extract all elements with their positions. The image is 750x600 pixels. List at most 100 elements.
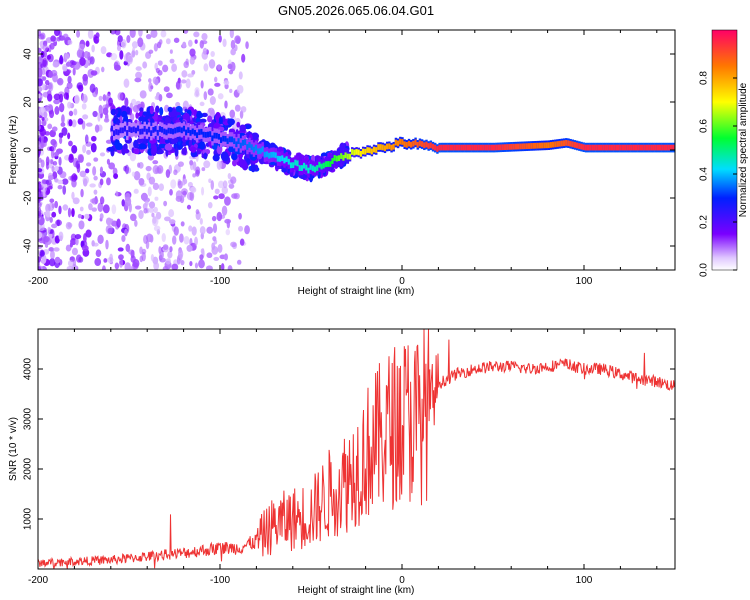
noise-blob [54, 256, 61, 264]
ridge-segment [558, 140, 561, 147]
noise-blob [192, 161, 197, 171]
ridge-segment [654, 144, 658, 151]
noise-blob [124, 262, 131, 270]
noise-blob [168, 209, 175, 218]
spectral-blob [183, 146, 187, 156]
ridge-segment [407, 140, 411, 147]
noise-blob [199, 101, 205, 107]
noise-blob [49, 129, 56, 138]
noise-blob [145, 165, 152, 172]
ridge-segment [619, 144, 623, 151]
ridge-segment [567, 140, 570, 147]
spectral-blob [195, 117, 201, 123]
noise-blob [211, 242, 216, 250]
noise-blob [38, 244, 43, 249]
noise-blob [177, 249, 184, 259]
ridge-segment [462, 144, 465, 151]
noise-blob [171, 263, 179, 270]
ridge-segment [637, 144, 640, 151]
noise-blob [213, 256, 220, 262]
spectral-blob [110, 108, 117, 116]
noise-blob [101, 66, 105, 73]
noise-blob [230, 176, 237, 184]
noise-blob [48, 175, 54, 181]
ridge-segment [661, 144, 664, 151]
ridge-segment [361, 148, 365, 155]
noise-blob [42, 187, 46, 198]
noise-blob [180, 260, 185, 266]
ridge-segment [213, 132, 216, 139]
spectral-blob [238, 159, 247, 168]
noise-blob [76, 49, 83, 58]
noise-blob [92, 110, 98, 118]
noise-blob [68, 119, 73, 127]
ridge-segment [171, 128, 175, 135]
ridge-segment [248, 142, 251, 148]
noise-blob [181, 188, 188, 196]
ridge-segment [449, 144, 452, 151]
noise-blob [233, 192, 240, 200]
ridge-segment [444, 144, 448, 151]
noise-blob [67, 207, 72, 218]
ridge-segment [296, 160, 299, 167]
noise-blob [217, 243, 223, 253]
noise-blob [56, 219, 60, 227]
noise-blob [57, 179, 63, 185]
ridge-segment [401, 139, 404, 145]
spectrogram-ytick-label: 0 [23, 147, 34, 153]
ridge-segment [193, 129, 197, 136]
ridge-segment [228, 136, 232, 143]
noise-blob [107, 227, 114, 234]
ridge-segment [353, 149, 356, 156]
ridge-segment [206, 131, 210, 138]
snr-ytick-label: 1000 [23, 507, 34, 530]
noise-blob [187, 73, 194, 78]
noise-blob [132, 258, 140, 268]
noise-blob [42, 44, 49, 52]
noise-blob [148, 78, 152, 83]
noise-blob [138, 178, 145, 186]
noise-blob [238, 225, 244, 232]
noise-blob [81, 245, 89, 252]
noise-blob [79, 170, 87, 178]
ridge-segment [126, 130, 129, 136]
ridge-segment [591, 144, 594, 151]
spectral-blob [251, 132, 260, 140]
ridge-segment [560, 140, 564, 147]
noise-blob [50, 250, 55, 260]
ridge-segment [167, 127, 170, 134]
spectral-blob [138, 116, 146, 122]
noise-blob [79, 206, 84, 212]
ridge-segment [176, 126, 179, 133]
noise-blob [186, 244, 193, 252]
ridge-segment [318, 161, 321, 168]
noise-blob [59, 171, 67, 179]
noise-blob [66, 82, 73, 90]
noise-blob [195, 166, 201, 175]
noise-blob [45, 210, 51, 218]
ridge-segment [180, 127, 184, 134]
ridge-segment [493, 144, 496, 151]
noise-blob [200, 248, 205, 254]
ridge-segment [634, 144, 638, 151]
ridge-segment [525, 143, 529, 150]
spectral-blob [114, 117, 119, 122]
ridge-segment [252, 146, 256, 153]
noise-blob [128, 249, 135, 255]
noise-blob [105, 239, 109, 250]
snr-panel: -200 -100 0 100 1000 2000 3000 4000 Height of s… [8, 328, 676, 596]
ridge-segment [289, 162, 293, 169]
ridge-segment [324, 161, 328, 168]
ridge-segment [543, 142, 546, 149]
noise-blob [217, 180, 225, 189]
noise-blob [168, 219, 176, 225]
ridge-segment [128, 126, 131, 133]
noise-blob [135, 49, 139, 56]
ridge-segment [237, 138, 240, 144]
noise-blob [58, 205, 62, 215]
noise-blob [102, 107, 109, 116]
snr-y-axis-label: SNR (10 * v/v) [8, 417, 19, 481]
ridge-segment [313, 166, 317, 173]
noise-blob [199, 226, 206, 235]
